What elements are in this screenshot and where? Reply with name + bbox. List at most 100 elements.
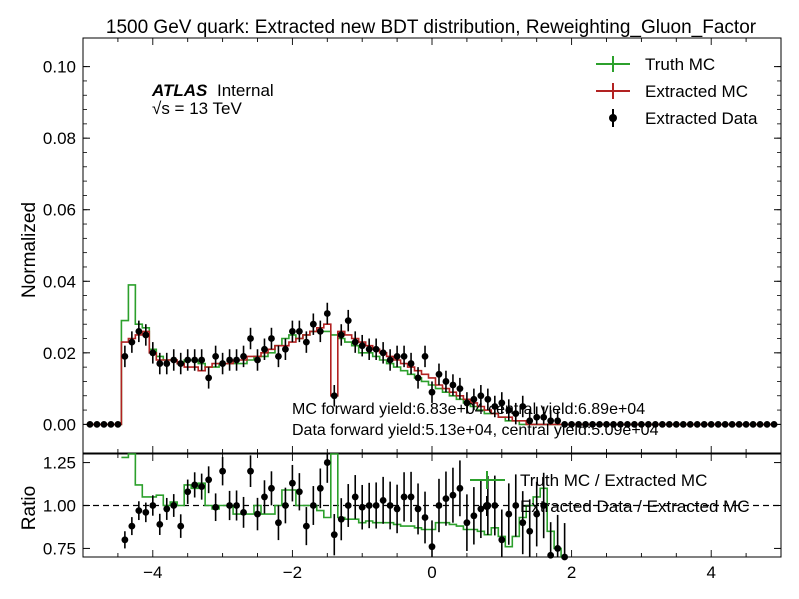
data-point [624, 420, 631, 428]
data-point [582, 420, 589, 428]
ratio-point [386, 502, 394, 509]
data-point [742, 420, 750, 428]
legend-entry-data-over-extracted: Extracted Data / Extracted MC [483, 496, 750, 516]
mc-yield-annotation: MC forward yield:6.83e+04 central yield:… [292, 401, 645, 418]
data-point [456, 385, 464, 393]
ratio-legend: Truth MC / Extracted MC Extracted Data /… [470, 471, 750, 516]
data-point [470, 395, 478, 403]
ratio-point [442, 495, 450, 503]
ratio-point [121, 536, 129, 544]
ratio-point [191, 481, 199, 489]
data-point [568, 420, 575, 428]
legend-label-extracted-data: Extracted Data [645, 109, 758, 128]
x-tick-label: 0 [427, 563, 436, 582]
data-point [205, 374, 213, 382]
atlas-label: ATLAS [151, 81, 208, 100]
x-tick-label: −2 [283, 563, 302, 582]
data-point [135, 327, 143, 335]
ratio-point [219, 467, 227, 475]
data-point [672, 420, 680, 428]
ratio-y-ticks: 0.75 1.00 1.25 [43, 454, 781, 558]
ratio-point [372, 502, 380, 509]
ratio-point [212, 503, 220, 511]
main-y-tick-label: 0.00 [43, 415, 76, 434]
data-point [721, 420, 729, 428]
data-point [714, 420, 722, 428]
data-point [254, 356, 261, 364]
main-y-tick-label: 0.10 [43, 58, 76, 77]
ratio-point [254, 510, 261, 518]
ratio-point [505, 510, 513, 518]
series-truth-over-extracted-step [121, 453, 569, 558]
ratio-point [477, 505, 485, 513]
data-point [365, 345, 373, 353]
ratio-point [400, 493, 408, 501]
data-point [561, 420, 569, 428]
data-point [491, 403, 499, 410]
data-point [540, 413, 548, 421]
data-point [679, 420, 687, 428]
data-point [170, 356, 178, 364]
ratio-point [407, 493, 415, 501]
data-point [114, 420, 122, 428]
data-point [484, 395, 492, 403]
data-point [191, 356, 199, 364]
legend-entry-truth-over-extracted: Truth MC / Extracted MC [470, 471, 707, 490]
data-point [128, 338, 136, 346]
energy-label: √s = 13 TeV [152, 99, 242, 118]
main-legend: Truth MC Extracted MC Extracted Data [596, 55, 758, 128]
data-point [533, 413, 541, 421]
data-point [651, 420, 659, 428]
ratio-point [282, 502, 289, 509]
data-point [589, 420, 596, 428]
ratio-point [498, 536, 506, 544]
x-tick-label: −4 [143, 563, 162, 582]
main-y-tick-label: 0.06 [43, 201, 76, 220]
data-point [107, 420, 115, 428]
ratio-point [365, 502, 373, 509]
data-point [700, 420, 708, 428]
data-point [449, 381, 457, 389]
data-point [309, 320, 317, 328]
data-point [379, 349, 387, 357]
data-point [302, 338, 310, 346]
ratio-point [526, 527, 534, 535]
ratio-point [428, 543, 436, 551]
ratio-point [289, 479, 296, 487]
data-point [658, 420, 666, 428]
ratio-point [414, 505, 422, 513]
ratio-point [128, 522, 136, 530]
data-point [337, 331, 345, 339]
ratio-point [379, 496, 387, 504]
data-point [665, 420, 673, 428]
data-point [631, 420, 638, 428]
data-point [247, 335, 254, 342]
chart-title: 1500 GeV quark: Extracted new BDT distri… [106, 17, 757, 38]
ratio-point [561, 553, 569, 561]
data-point [100, 420, 108, 428]
ratio-point [163, 505, 171, 513]
ratio-point [393, 505, 401, 513]
data-point [519, 403, 527, 410]
data-point [316, 327, 324, 335]
ratio-y-tick-label: 1.25 [43, 454, 76, 473]
data-point [282, 345, 289, 353]
ratio-point [456, 484, 464, 492]
ratio-point [316, 484, 324, 492]
ratio-point [268, 484, 275, 492]
data-point [198, 356, 206, 364]
data-point [268, 335, 275, 342]
data-point [323, 310, 331, 317]
data-point [749, 420, 757, 428]
legend-label-data-over-extracted: Extracted Data / Extracted MC [520, 497, 750, 516]
ratio-point [463, 519, 471, 527]
ratio-point [540, 502, 548, 509]
ratio-point [205, 476, 213, 484]
ratio-point [337, 515, 345, 523]
ratio-point [554, 545, 562, 552]
data-point [644, 420, 652, 428]
data-point [617, 420, 624, 428]
data-point [212, 353, 220, 360]
ratio-point [142, 508, 150, 516]
main-x-ticks [82, 38, 782, 453]
